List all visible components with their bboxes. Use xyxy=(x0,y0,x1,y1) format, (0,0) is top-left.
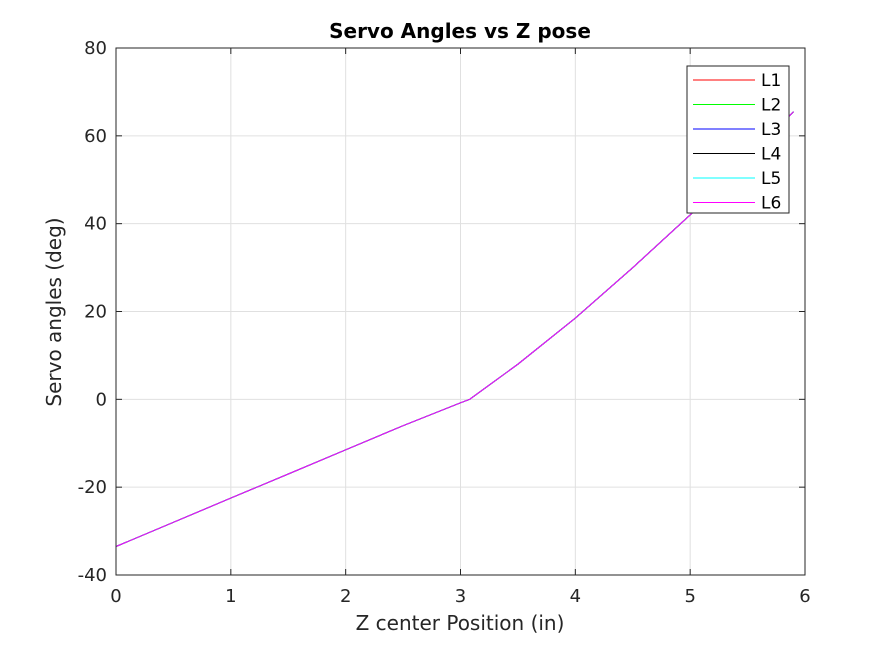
x-tick-label: 4 xyxy=(570,586,581,607)
y-tick-label: 60 xyxy=(84,126,107,147)
chart-title: Servo Angles vs Z pose xyxy=(329,19,591,43)
x-tick-labels: 0 1 2 3 4 5 6 xyxy=(110,586,810,607)
y-tick-labels: -40 -20 0 20 40 60 80 xyxy=(78,38,107,586)
x-tick-label: 0 xyxy=(110,586,121,607)
legend-items: L1 L2 L3 L4 L5 L6 xyxy=(693,71,781,214)
y-axis-label: Servo angles (deg) xyxy=(42,217,66,406)
ticks xyxy=(115,47,806,576)
legend-box xyxy=(686,65,790,214)
x-tick-label: 6 xyxy=(799,586,810,607)
x-tick-label: 2 xyxy=(340,586,351,607)
y-tick-label: -20 xyxy=(78,477,107,498)
legend-label-l4: L4 xyxy=(761,145,781,165)
x-axis-label: Z center Position (in) xyxy=(356,611,565,635)
legend: L1 L2 L3 L4 L5 L6 xyxy=(686,65,790,214)
y-tick-label: -40 xyxy=(78,565,107,586)
y-tick-label: 80 xyxy=(84,38,107,59)
x-tick-label: 5 xyxy=(684,586,695,607)
legend-label-l5: L5 xyxy=(761,169,781,189)
x-tick-label: 3 xyxy=(455,586,466,607)
x-tick-label: 1 xyxy=(225,586,236,607)
legend-label-l1: L1 xyxy=(761,71,781,91)
y-tick-label: 20 xyxy=(84,302,107,323)
series-lines xyxy=(115,111,794,547)
y-tick-label: 0 xyxy=(96,389,107,410)
legend-label-l2: L2 xyxy=(761,96,781,116)
y-tick-label: 40 xyxy=(84,214,107,235)
legend-label-l6: L6 xyxy=(761,194,781,214)
legend-label-l3: L3 xyxy=(761,120,781,140)
series-line-l6 xyxy=(115,111,794,547)
